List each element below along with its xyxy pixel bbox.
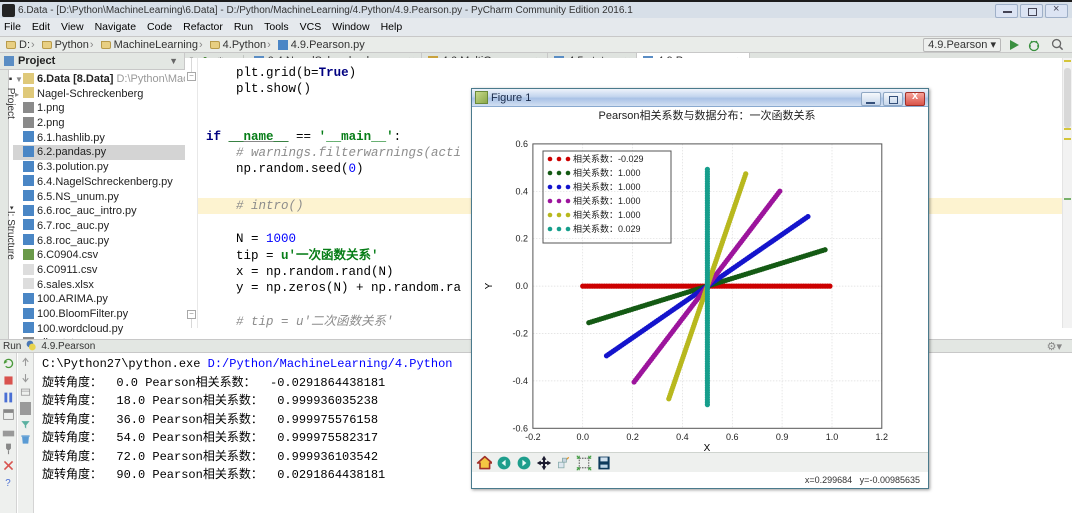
svg-text:-0.2: -0.2	[525, 432, 541, 442]
svg-text:0.6: 0.6	[726, 432, 739, 442]
svg-text:-0.6: -0.6	[512, 423, 528, 433]
svg-text:X: X	[704, 443, 711, 452]
svg-text:相关系数：1.000: 相关系数：1.000	[573, 181, 641, 192]
svg-text:0.2: 0.2	[626, 432, 639, 442]
svg-text:0.6: 0.6	[515, 139, 528, 149]
svg-text:相关系数：0.029: 相关系数：0.029	[573, 223, 641, 234]
svg-text:0.0: 0.0	[576, 432, 589, 442]
svg-text:-0.4: -0.4	[512, 376, 528, 386]
svg-text:1.0: 1.0	[826, 432, 839, 442]
svg-text:1.2: 1.2	[876, 432, 889, 442]
svg-text:Y: Y	[484, 282, 495, 289]
svg-text:相关系数：1.000: 相关系数：1.000	[573, 167, 641, 178]
svg-text:相关系数：1.000: 相关系数：1.000	[573, 195, 641, 206]
svg-text:0.2: 0.2	[515, 234, 528, 244]
svg-text:-0.2: -0.2	[512, 329, 528, 339]
svg-text:0.4: 0.4	[515, 186, 528, 196]
svg-text:0.4: 0.4	[676, 432, 689, 442]
svg-text:0.9: 0.9	[776, 432, 789, 442]
svg-text:0.0: 0.0	[515, 281, 528, 291]
svg-text:相关系数：-0.029: 相关系数：-0.029	[573, 153, 644, 164]
svg-text:相关系数：1.000: 相关系数：1.000	[573, 209, 641, 220]
svg-text:?: ?	[5, 478, 11, 489]
svg-text:Pearson相关系数与数据分布：一次函数关系: Pearson相关系数与数据分布：一次函数关系	[599, 108, 816, 122]
